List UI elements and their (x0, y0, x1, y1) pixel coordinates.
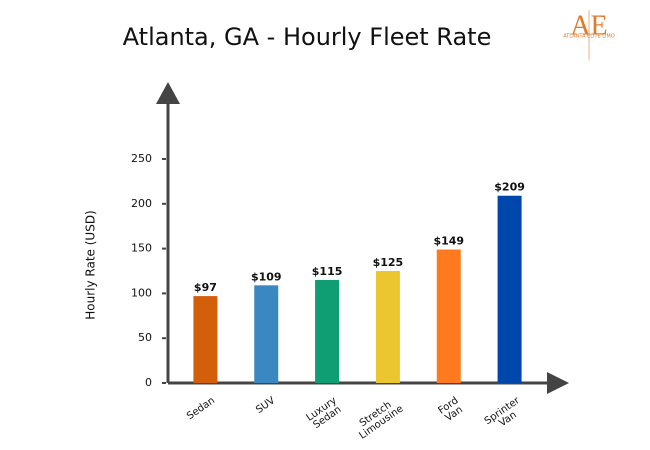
value-label: $149 (433, 234, 464, 247)
y-tick-label: 50 (138, 331, 152, 344)
value-label: $115 (312, 265, 343, 278)
y-tick-label: 150 (131, 242, 152, 255)
value-label: $125 (373, 256, 404, 269)
y-axis-arrow (156, 82, 180, 104)
y-axis-label: Hourly Rate (USD) (84, 210, 98, 320)
bar (254, 285, 279, 383)
logo-name: ATLANTA ELITE LIMO (563, 34, 615, 40)
chart-title: Atlanta, GA - Hourly Fleet Rate (123, 23, 492, 51)
bar (315, 279, 340, 383)
bar (193, 296, 218, 383)
x-axis-arrow (547, 372, 569, 394)
bar (497, 195, 522, 383)
y-tick-label: 0 (145, 376, 152, 389)
value-label: $209 (494, 181, 525, 194)
value-label: $97 (194, 281, 217, 294)
y-tick-label: 200 (131, 197, 152, 210)
y-tick-label: 250 (131, 152, 152, 165)
bar (375, 271, 400, 383)
bar (436, 249, 461, 383)
value-label: $109 (251, 270, 282, 283)
y-tick-label: 100 (131, 286, 152, 299)
